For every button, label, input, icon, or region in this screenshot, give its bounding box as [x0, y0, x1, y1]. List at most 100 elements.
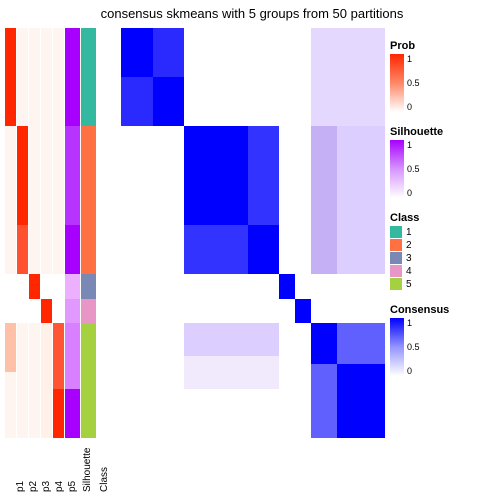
tick: 0	[407, 188, 420, 198]
legend-sil-title: Silhouette	[390, 126, 500, 138]
annotation-cell	[53, 323, 64, 389]
legend-swatch	[390, 239, 402, 251]
x-label: p1	[15, 481, 26, 492]
x-axis-labels: p1p2p3p4p5 Silhouette Class	[5, 442, 125, 502]
annotation-column	[5, 28, 16, 438]
annotation-cell	[65, 323, 80, 389]
legend-label: 1	[406, 227, 412, 238]
legend-class-title: Class	[390, 212, 500, 224]
annotation-cell	[81, 323, 96, 438]
annotation-cell	[41, 274, 52, 299]
heatmap-block	[311, 28, 385, 126]
x-label: Class	[99, 467, 110, 492]
legend-swatch	[390, 252, 402, 264]
annotation-cell	[81, 126, 96, 274]
annotation-cell	[41, 126, 52, 274]
annotation-cell	[5, 372, 16, 438]
annotation-cell	[29, 126, 40, 274]
legend-prob: Prob 1 0.5 0	[390, 40, 500, 112]
annotation-cell	[81, 299, 96, 324]
legend-sil-gradient	[390, 140, 404, 198]
legend-class-item: 2	[390, 239, 500, 251]
heatmap-block	[337, 364, 385, 438]
annotation-cell	[5, 126, 16, 274]
x-label: p4	[54, 481, 65, 492]
plot-area	[5, 28, 385, 438]
legend-swatch	[390, 226, 402, 238]
annotation-cell	[53, 299, 64, 324]
annotation-column	[65, 28, 80, 438]
x-label: Silhouette	[82, 448, 93, 492]
annotation-cell	[5, 274, 16, 299]
annotation-cell	[17, 274, 28, 299]
annotation-cell	[29, 299, 40, 324]
legend-cons-gradient	[390, 318, 404, 376]
legend-prob-gradient	[390, 54, 404, 112]
annotation-cell	[65, 225, 80, 274]
tick: 0.5	[407, 78, 420, 88]
annotation-cell	[65, 28, 80, 126]
annotation-cell	[41, 28, 52, 126]
annotation-cell	[17, 28, 28, 126]
annotation-column	[53, 28, 64, 438]
annotation-column	[81, 28, 96, 438]
consensus-heatmap	[121, 28, 385, 438]
legend-label: 4	[406, 266, 412, 277]
annotation-cell	[81, 28, 96, 126]
annotation-cell	[65, 389, 80, 438]
chart-title: consensus skmeans with 5 groups from 50 …	[0, 6, 504, 21]
legend-class-item: 5	[390, 278, 500, 290]
x-label: p2	[28, 481, 39, 492]
tick: 0.5	[407, 164, 420, 174]
legend-label: 3	[406, 253, 412, 264]
legend-silhouette: Silhouette 1 0.5 0	[390, 126, 500, 198]
heatmap-block	[153, 28, 185, 77]
annotation-cell	[29, 274, 40, 299]
annotation-cell	[5, 28, 16, 77]
heatmap-block	[311, 323, 337, 364]
annotation-cell	[17, 225, 28, 274]
annotation-cell	[17, 299, 28, 324]
legend-cons-title: Consensus	[390, 304, 500, 316]
annotation-cell	[53, 126, 64, 274]
x-label: p5	[67, 481, 78, 492]
annotation-cell	[5, 323, 16, 372]
annotation-cell	[17, 126, 28, 224]
heatmap-block	[248, 225, 280, 274]
annotation-column	[17, 28, 28, 438]
heatmap-block	[337, 126, 385, 274]
legend-class-item: 4	[390, 265, 500, 277]
annotation-cell	[53, 28, 64, 126]
legend-class: Class 12 3 4 5	[390, 212, 500, 290]
heatmap-block	[279, 274, 295, 299]
x-label: p3	[41, 481, 52, 492]
tick: 0	[407, 366, 420, 376]
tick: 1	[407, 318, 420, 328]
legend-class-item: 3	[390, 252, 500, 264]
tick: 1	[407, 54, 420, 64]
heatmap-block	[311, 364, 337, 438]
annotation-cell	[17, 323, 28, 438]
heatmap-block	[184, 356, 279, 389]
tick: 0	[407, 102, 420, 112]
legend-swatch	[390, 278, 402, 290]
heatmap-block	[295, 299, 311, 324]
annotation-cell	[81, 274, 96, 299]
legend-class-item: 1	[390, 226, 500, 238]
tick: 0.5	[407, 342, 420, 352]
annotation-cell	[65, 126, 80, 224]
annotation-cell	[53, 274, 64, 299]
legend-prob-title: Prob	[390, 40, 500, 52]
legend-label: 5	[406, 279, 412, 290]
annotation-cell	[41, 299, 52, 324]
legend-consensus: Consensus 1 0.5 0	[390, 304, 500, 376]
heatmap-block	[121, 77, 153, 126]
annotation-column	[29, 28, 40, 438]
annotation-cell	[5, 77, 16, 126]
annotation-tracks	[5, 28, 115, 438]
heatmap-block	[337, 323, 385, 364]
annotation-cell	[41, 323, 52, 438]
annotation-cell	[65, 274, 80, 299]
annotation-column	[41, 28, 52, 438]
legend-swatch	[390, 265, 402, 277]
